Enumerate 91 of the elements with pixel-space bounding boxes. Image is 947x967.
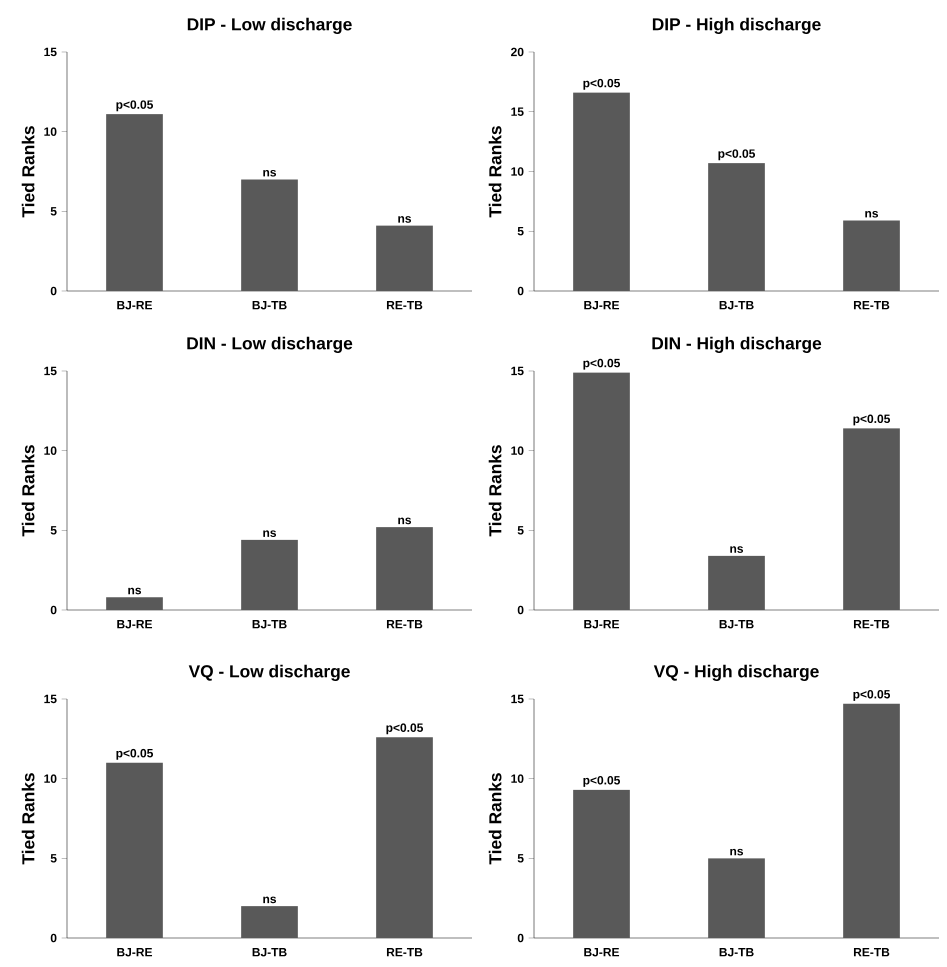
y-tick-label: 5: [518, 854, 524, 863]
annotation: p<0.05: [583, 78, 620, 90]
chart-title: DIN - High discharge: [652, 336, 822, 353]
y-tick-label: 0: [518, 286, 524, 296]
annotation: ns: [263, 170, 276, 177]
y-tick-label: 0: [518, 934, 524, 942]
annotation: ns: [263, 530, 276, 537]
annotation: p<0.05: [583, 776, 620, 787]
y-axis-title: Tied Ranks: [488, 126, 502, 218]
bar: [106, 114, 163, 291]
annotation: ns: [263, 896, 276, 904]
annotation: p<0.05: [116, 748, 154, 760]
chart-title: VQ - Low discharge: [188, 664, 350, 681]
bar: [843, 704, 900, 938]
y-tick-label: 5: [518, 526, 524, 535]
y-tick-label: 15: [44, 366, 57, 376]
annotation: ns: [398, 518, 412, 524]
bar: [573, 92, 630, 291]
bar: [708, 163, 765, 291]
x-tick-label: RE-TB: [854, 620, 890, 628]
annotation: p<0.05: [116, 100, 154, 112]
y-axis-title: Tied Ranks: [488, 445, 502, 536]
y-tick-label: 0: [50, 934, 56, 942]
bar: [241, 540, 298, 610]
bar: [708, 858, 765, 938]
bar: [843, 428, 900, 610]
y-tick-label: 10: [44, 127, 56, 136]
chart-title: DIP - High discharge: [652, 18, 821, 34]
y-tick-label: 15: [44, 48, 57, 56]
bar: [376, 737, 433, 938]
y-axis-title: Tied Ranks: [22, 445, 34, 536]
y-tick-label: 5: [518, 227, 524, 236]
y-tick-label: 10: [511, 774, 524, 783]
x-tick-label: RE-TB: [854, 948, 890, 956]
y-tick-label: 0: [50, 606, 56, 614]
y-tick-label: 0: [50, 286, 56, 296]
annotation: p<0.05: [386, 723, 424, 734]
y-tick-label: 5: [50, 207, 57, 216]
annotation: ns: [865, 210, 878, 218]
x-tick-label: BJ-TB: [720, 948, 754, 956]
annotation: p<0.05: [853, 690, 890, 701]
x-tick-label: BJ-RE: [584, 301, 620, 310]
x-tick-label: BJ-RE: [117, 620, 152, 628]
bar: [376, 527, 433, 610]
x-tick-label: BJ-TB: [720, 301, 754, 310]
annotation: ns: [730, 546, 744, 553]
y-tick-label: 15: [511, 366, 524, 376]
annotation: ns: [398, 216, 412, 223]
chart-title: DIN - Low discharge: [187, 336, 352, 353]
x-tick-label: BJ-RE: [584, 948, 620, 956]
y-axis-title: Tied Ranks: [488, 773, 502, 864]
chart-title: VQ - High discharge: [654, 664, 819, 681]
annotation: ns: [730, 848, 744, 856]
x-tick-label: BJ-TB: [252, 948, 287, 956]
x-tick-label: RE-TB: [386, 948, 422, 956]
y-tick-label: 10: [511, 446, 524, 455]
bar: [106, 597, 163, 610]
y-axis-title: Tied Ranks: [22, 773, 34, 864]
bar: [106, 762, 163, 938]
y-axis-title: Tied Ranks: [22, 126, 34, 218]
x-tick-label: BJ-TB: [252, 620, 287, 628]
x-tick-label: RE-TB: [386, 620, 422, 628]
annotation: p<0.05: [583, 358, 620, 370]
x-tick-label: BJ-RE: [584, 620, 620, 628]
x-tick-label: BJ-RE: [117, 948, 152, 956]
annotation: ns: [128, 588, 142, 594]
x-tick-label: BJ-RE: [117, 301, 152, 310]
y-tick-label: 0: [518, 606, 524, 614]
chart-title: DIP - Low discharge: [188, 18, 352, 34]
x-tick-label: RE-TB: [386, 301, 422, 310]
bar: [573, 372, 630, 610]
bar: [376, 226, 433, 291]
y-tick-label: 10: [44, 446, 56, 455]
annotation: p<0.05: [853, 414, 890, 426]
y-tick-label: 10: [44, 774, 56, 783]
x-tick-label: BJ-TB: [720, 620, 754, 628]
x-tick-label: RE-TB: [854, 301, 890, 310]
y-tick-label: 5: [50, 854, 57, 863]
y-tick-label: 20: [511, 48, 524, 56]
y-tick-label: 10: [511, 167, 524, 176]
x-tick-label: BJ-TB: [252, 301, 287, 310]
y-tick-label: 5: [50, 526, 57, 535]
bar: [843, 220, 900, 291]
annotation: p<0.05: [718, 149, 756, 160]
y-tick-label: 15: [44, 694, 57, 704]
y-tick-label: 15: [511, 108, 524, 116]
bar: [708, 556, 765, 610]
bar: [241, 906, 298, 938]
bar: [573, 790, 630, 938]
bar: [241, 179, 298, 291]
y-tick-label: 15: [511, 694, 524, 704]
